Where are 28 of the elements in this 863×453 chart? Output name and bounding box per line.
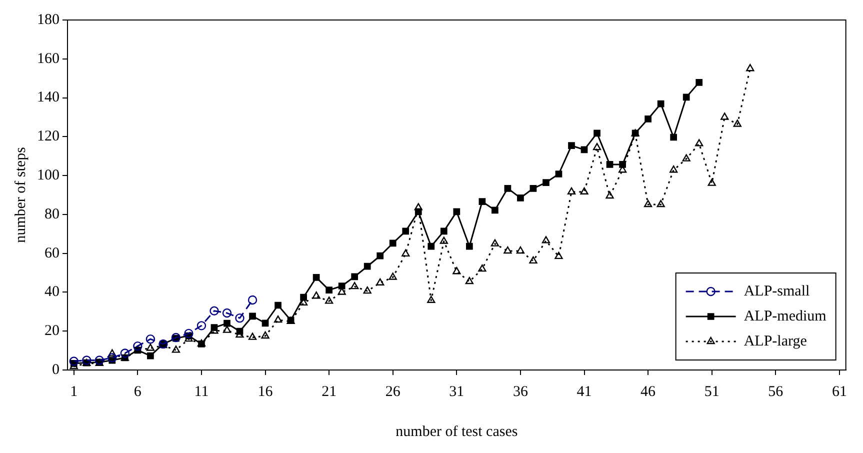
y-tick-label: 160 — [37, 50, 60, 67]
y-tick-label: 0 — [52, 362, 60, 378]
legend-label: ALP-small — [744, 283, 810, 300]
x-axis-title: number of test cases — [396, 424, 518, 440]
y-tick-label: 120 — [37, 128, 60, 145]
x-tick-label: 51 — [704, 384, 720, 400]
x-tick-label: 56 — [768, 384, 784, 400]
x-tick-label: 1 — [70, 384, 78, 400]
x-tick-label: 31 — [449, 384, 464, 400]
y-tick-label: 140 — [37, 90, 60, 106]
y-tick-label: 100 — [37, 167, 60, 184]
x-tick-label: 36 — [512, 384, 528, 400]
legend-label: ALP-medium — [744, 308, 827, 324]
x-tick-label: 26 — [385, 384, 401, 400]
x-tick-label: 41 — [576, 384, 592, 400]
y-tick-label: 40 — [44, 284, 60, 300]
y-tick-label: 60 — [44, 245, 60, 262]
x-tick-label: 46 — [640, 384, 656, 400]
x-tick-label: 6 — [134, 384, 142, 400]
x-tick-label: 61 — [832, 384, 847, 400]
x-tick-label: 11 — [194, 384, 209, 400]
y-tick-label: 80 — [44, 206, 60, 222]
y-tick-label: 180 — [37, 12, 60, 28]
y-axis-title: number of steps — [12, 146, 29, 243]
legend-label: ALP-large — [744, 333, 808, 350]
x-tick-label: 21 — [322, 384, 337, 400]
x-tick-label: 16 — [258, 384, 274, 400]
y-tick-label: 20 — [44, 323, 60, 340]
